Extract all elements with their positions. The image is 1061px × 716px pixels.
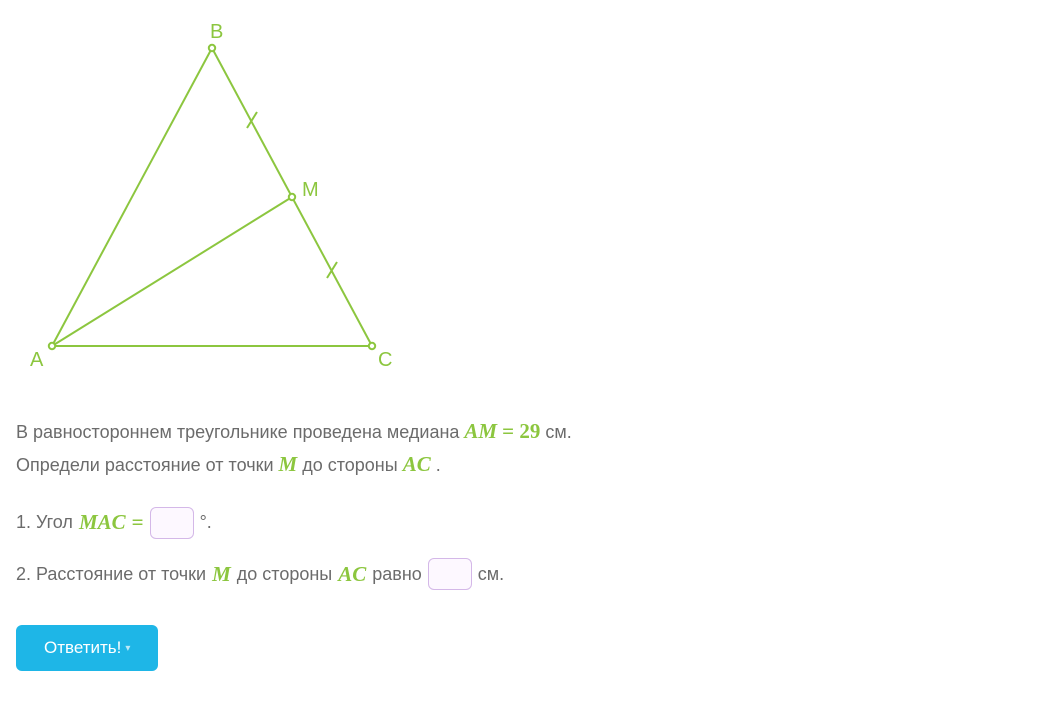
q2-after: равно (372, 560, 422, 589)
svg-text:M: M (302, 179, 319, 201)
val-29: 29 (519, 419, 540, 443)
eq-sign: = (502, 419, 519, 443)
svg-text:C: C (378, 349, 392, 371)
chevron-down-icon: ▾ (125, 643, 130, 654)
var-am: AM (464, 419, 497, 443)
submit-label: Ответить! (44, 638, 121, 658)
text-line2a: Определи расстояние от точки (16, 455, 279, 475)
q2-prefix: 2. Расстояние от точки (16, 560, 206, 589)
q2-var-m: M (212, 558, 231, 592)
q2-unit: см. (478, 560, 504, 589)
var-m: M (279, 452, 298, 476)
q1-eq: = (132, 506, 144, 540)
q2-var-ac: AC (338, 558, 366, 592)
q1-var: MAC (79, 506, 126, 540)
text-line1a: В равностороннем треугольнике проведена … (16, 422, 464, 442)
text-line2c: . (436, 455, 441, 475)
svg-text:B: B (210, 21, 223, 43)
triangle-diagram: A B C M (16, 16, 1045, 395)
question-1: 1. Угол MAC = °. (16, 506, 1045, 540)
q2-answer-input[interactable] (428, 558, 472, 590)
var-ac: AC (403, 452, 431, 476)
submit-button[interactable]: Ответить! ▾ (16, 625, 158, 671)
problem-statement: В равностороннем треугольнике проведена … (16, 415, 1045, 482)
triangle-svg: A B C M (22, 16, 402, 386)
q1-prefix: 1. Угол (16, 508, 73, 537)
text-line2b: до стороны (302, 455, 402, 475)
text-line1b: см. (545, 422, 571, 442)
svg-text:A: A (30, 349, 44, 371)
q2-mid: до стороны (237, 560, 332, 589)
question-2: 2. Расстояние от точки M до стороны AC р… (16, 558, 1045, 592)
q1-answer-input[interactable] (150, 507, 194, 539)
q1-suffix: °. (200, 508, 212, 537)
